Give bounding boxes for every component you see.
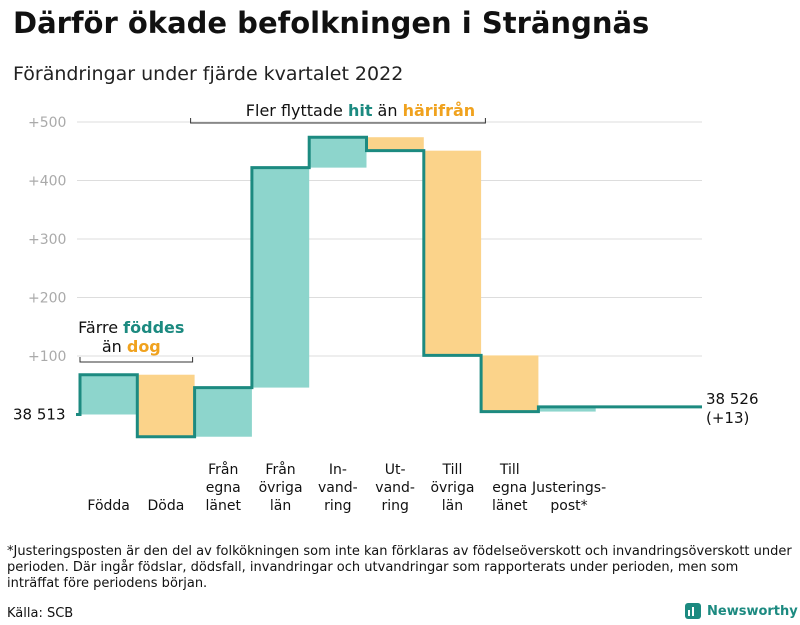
y-tick-label: +200 xyxy=(28,291,66,307)
category-label: Från xyxy=(208,461,238,478)
annotation-highlight: föddes xyxy=(123,318,184,337)
y-tick-label: +500 xyxy=(28,115,66,131)
category-label: länet xyxy=(206,498,242,514)
category-label: ring xyxy=(324,498,351,514)
annotation-text: Fler flyttade xyxy=(246,101,348,120)
annotation-text: än xyxy=(372,101,402,120)
y-tick-label: +300 xyxy=(28,232,66,248)
waterfall-bar xyxy=(423,150,482,356)
category-label: Döda xyxy=(148,498,185,514)
category-label: Till xyxy=(442,462,463,478)
annotation-fewer-born: Färre föddes xyxy=(78,318,184,337)
start-value-label: 38 513 xyxy=(13,406,66,424)
category-label: vand- xyxy=(375,480,415,496)
waterfall-bar xyxy=(251,167,310,388)
category-label: övriga xyxy=(259,480,303,496)
source-label: Källa: SCB xyxy=(7,606,74,621)
waterfall-bar xyxy=(137,374,195,437)
y-tick-label: +400 xyxy=(28,174,66,190)
category-label: In- xyxy=(329,462,347,478)
category-label: ring xyxy=(381,498,408,514)
category-label: län xyxy=(442,498,463,514)
category-label: egna xyxy=(206,480,241,496)
category-label: Ut- xyxy=(385,462,406,478)
category-label: Till xyxy=(499,462,520,478)
waterfall-bar xyxy=(366,137,424,151)
annotation-bracket-top xyxy=(190,118,486,124)
annotation-than-died: än dog xyxy=(102,337,161,356)
waterfall-bar xyxy=(481,355,539,412)
annotation-more-moved-in: Fler flyttade hit än härifrån xyxy=(246,101,475,120)
chart-title: Därför ökade befolkningen i Strängnäs xyxy=(13,6,650,40)
footnote: *Justeringsposten är den del av folkökni… xyxy=(7,544,792,591)
running-total-line xyxy=(76,135,702,439)
annotation-highlight: dog xyxy=(127,337,161,356)
annotation-bracket-left xyxy=(79,357,194,363)
category-label: Justerings- xyxy=(531,480,606,496)
category-label: län xyxy=(270,498,291,514)
brand-name: Newsworthy xyxy=(707,603,798,619)
chart-subtitle: Förändringar under fjärde kvartalet 2022 xyxy=(13,63,404,85)
waterfall-bar xyxy=(80,374,138,415)
waterfall-bar xyxy=(538,406,596,412)
brand-logo: Newsworthy xyxy=(685,603,798,619)
end-value-label: 38 526 xyxy=(706,390,759,408)
waterfall-chart: +100 +200 +300 +400 +500 38 513 38 526(+13) Föd… xyxy=(13,101,759,514)
category-label: övriga xyxy=(430,480,474,496)
annotation-text: än xyxy=(102,337,127,356)
category-label: vand- xyxy=(318,480,358,496)
annotation-highlight: hit xyxy=(348,101,373,120)
end-change-label: (+13) xyxy=(706,409,749,427)
category-label: post* xyxy=(550,498,587,514)
waterfall-bar xyxy=(309,137,367,168)
bar-chart-icon xyxy=(685,603,701,619)
y-tick-label: +100 xyxy=(28,349,66,365)
waterfall-bar xyxy=(194,387,252,437)
annotation-text: Färre xyxy=(78,318,123,337)
category-label: Från xyxy=(265,461,295,478)
category-label: Födda xyxy=(87,498,129,514)
annotation-highlight: härifrån xyxy=(403,101,476,120)
category-label: egna xyxy=(492,480,527,496)
category-label: länet xyxy=(492,498,528,514)
